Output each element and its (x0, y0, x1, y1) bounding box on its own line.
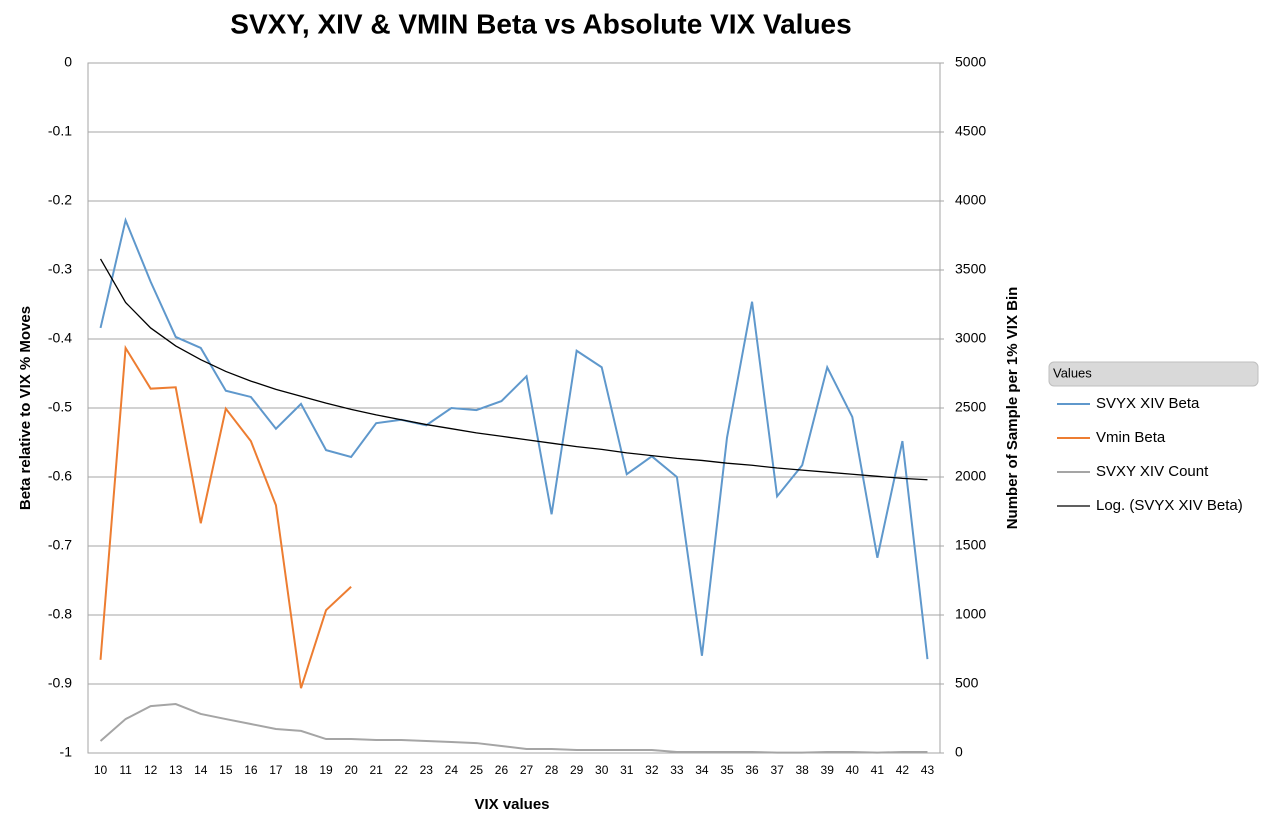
legend-label: SVXY XIV Count (1096, 463, 1209, 480)
y2-tick-label: 2000 (955, 468, 986, 484)
x-tick-label: 12 (144, 763, 158, 777)
x-tick-label: 16 (244, 763, 258, 777)
chart-title: SVXY, XIV & VMIN Beta vs Absolute VIX Va… (230, 8, 851, 39)
y-tick-label: -0.9 (48, 675, 72, 691)
x-tick-label: 38 (795, 763, 809, 777)
x-tick-label: 15 (219, 763, 233, 777)
x-tick-label: 28 (545, 763, 559, 777)
legend-header (1048, 361, 1259, 387)
y2-tick-label: 3000 (955, 330, 986, 346)
x-tick-label: 34 (695, 763, 709, 777)
y2-tick-label: 4000 (955, 192, 986, 208)
y2-tick-label: 500 (955, 675, 979, 691)
y-axis-title: Beta relative to VIX % Moves (17, 306, 34, 510)
x-tick-label: 32 (645, 763, 659, 777)
x-axis-title: VIX values (474, 796, 549, 813)
x-tick-label: 31 (620, 763, 634, 777)
x-tick-label: 25 (470, 763, 484, 777)
legend-label: SVYX XIV Beta (1096, 395, 1200, 412)
x-tick-label: 37 (770, 763, 784, 777)
x-tick-label: 19 (319, 763, 333, 777)
x-tick-label: 41 (871, 763, 885, 777)
series-line (99, 258, 928, 481)
x-tick-label: 18 (294, 763, 308, 777)
y-tick-label: -0.4 (48, 330, 72, 346)
x-tick-label: 33 (670, 763, 684, 777)
x-tick-label: 42 (896, 763, 910, 777)
x-tick-label: 23 (420, 763, 434, 777)
x-tick-label: 40 (846, 763, 860, 777)
y-tick-label: -0.6 (48, 468, 72, 484)
y2-tick-label: 0 (955, 744, 963, 760)
legend-label: Log. (SVYX XIV Beta) (1096, 497, 1243, 514)
y2-tick-label: 1000 (955, 606, 986, 622)
x-tick-label: 24 (445, 763, 459, 777)
y2-axis-title: Number of Sample per 1% VIX Bin (1004, 287, 1021, 530)
x-tick-label: 20 (344, 763, 358, 777)
x-tick-label: 13 (169, 763, 183, 777)
x-tick-label: 10 (94, 763, 108, 777)
y-tick-label: -0.5 (48, 399, 72, 415)
plot-border (87, 62, 941, 754)
y-tick-label: -0.3 (48, 261, 72, 277)
x-tick-label: 11 (119, 763, 132, 777)
y-tick-label: -1 (60, 744, 73, 760)
y-tick-label: -0.8 (48, 606, 72, 622)
x-tick-label: 39 (821, 763, 835, 777)
x-tick-label: 17 (269, 763, 283, 777)
y-tick-label: -0.7 (48, 537, 72, 553)
legend-title: Values (1053, 365, 1092, 380)
x-tick-label: 43 (921, 763, 935, 777)
y-tick-label: -0.1 (48, 123, 72, 139)
x-tick-label: 21 (369, 763, 383, 777)
x-tick-label: 36 (745, 763, 759, 777)
x-tick-label: 14 (194, 763, 208, 777)
y2-tick-label: 2500 (955, 399, 986, 415)
x-tick-label: 22 (395, 763, 409, 777)
x-tick-label: 26 (495, 763, 509, 777)
series-line (99, 217, 929, 660)
y-tick-label: 0 (64, 54, 72, 70)
y-tick-label: -0.2 (48, 192, 72, 208)
series-line (99, 702, 928, 754)
series-line (99, 344, 352, 689)
y2-tick-label: 1500 (955, 537, 986, 553)
x-tick-label: 29 (570, 763, 584, 777)
legend-label: Vmin Beta (1096, 429, 1166, 446)
x-tick-label: 30 (595, 763, 609, 777)
y2-tick-label: 4500 (955, 123, 986, 139)
y2-tick-label: 3500 (955, 261, 986, 277)
x-tick-label: 35 (720, 763, 734, 777)
x-tick-label: 27 (520, 763, 534, 777)
y2-tick-label: 5000 (955, 54, 986, 70)
